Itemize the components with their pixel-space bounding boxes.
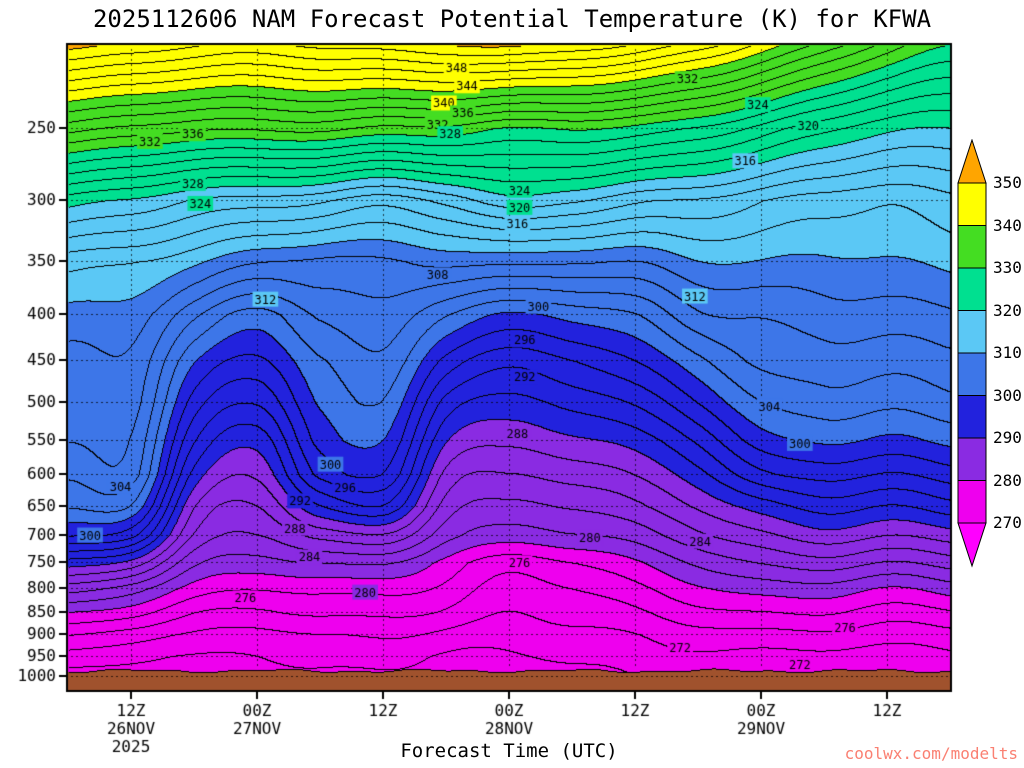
colorbar-tick-label: 330 bbox=[993, 258, 1022, 277]
colorbar-band bbox=[957, 182, 987, 226]
colorbar-band bbox=[957, 437, 987, 481]
colorbar-arrow-top bbox=[957, 138, 987, 184]
colorbar-band bbox=[957, 480, 987, 524]
colorbar-arrow-bottom bbox=[957, 522, 987, 568]
watermark: coolwx.com/modelts bbox=[844, 744, 1018, 763]
colorbar-band bbox=[957, 310, 987, 354]
colorbar-tick-label: 310 bbox=[993, 343, 1022, 362]
colorbar-tick-label: 300 bbox=[993, 385, 1022, 405]
colorbar-band bbox=[957, 225, 987, 269]
colorbar-tick-label: 280 bbox=[993, 470, 1022, 490]
colorbar-tick-label: 270 bbox=[993, 513, 1022, 532]
colorbar-tick-label: 290 bbox=[993, 428, 1022, 447]
colorbar-band bbox=[957, 267, 987, 311]
colorbar-tick-label: 320 bbox=[993, 300, 1022, 320]
colorbar-graphic bbox=[957, 138, 987, 568]
colorbar-tick-label: 340 bbox=[993, 215, 1022, 235]
colorbar: 350 340 330 320 310 300 290 280 270 bbox=[956, 138, 1024, 579]
colorbar-band bbox=[957, 395, 987, 439]
page-title: 2025112606 NAM Forecast Potential Temper… bbox=[92, 5, 932, 33]
x-axis-title: Forecast Time (UTC) bbox=[400, 740, 618, 762]
colorbar-tick-label: 350 bbox=[993, 173, 1022, 192]
colorbar-band bbox=[957, 352, 987, 396]
